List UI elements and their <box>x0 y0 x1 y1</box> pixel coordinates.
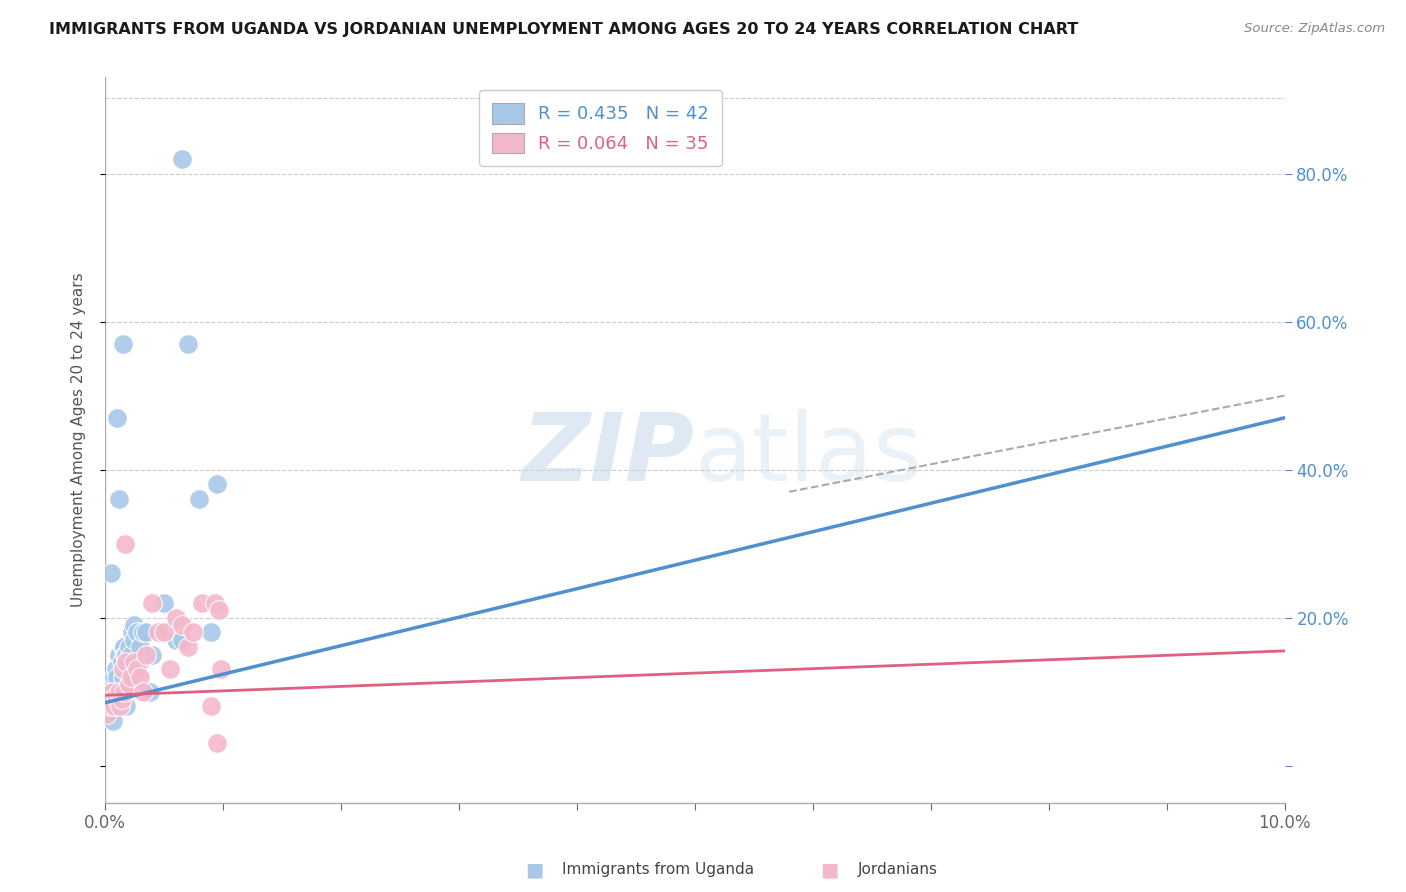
Point <box>125 625 148 640</box>
Point <box>104 662 127 676</box>
Point <box>135 648 157 662</box>
Point <box>103 714 125 729</box>
Point <box>183 625 205 640</box>
Point <box>146 625 169 640</box>
Point <box>139 684 162 698</box>
Y-axis label: Unemployment Among Ages 20 to 24 years: Unemployment Among Ages 20 to 24 years <box>72 273 86 607</box>
Point <box>129 655 152 669</box>
Point <box>110 699 132 714</box>
Point <box>204 596 226 610</box>
Point <box>105 670 128 684</box>
Point <box>103 699 125 714</box>
Point <box>108 648 131 662</box>
Point <box>132 684 155 698</box>
Point <box>190 596 212 610</box>
Point <box>105 692 128 706</box>
Point <box>117 640 139 655</box>
Point <box>103 684 125 698</box>
Point <box>96 706 118 721</box>
Point <box>115 655 138 669</box>
Text: ■: ■ <box>820 860 839 880</box>
Point <box>124 655 146 669</box>
Point <box>176 336 198 351</box>
Point <box>120 670 142 684</box>
Point <box>129 670 152 684</box>
Point <box>115 648 138 662</box>
Point <box>105 692 128 706</box>
Point <box>114 536 136 550</box>
Point <box>200 699 222 714</box>
Point <box>101 684 124 698</box>
Point <box>135 625 157 640</box>
Point <box>111 662 134 676</box>
Point <box>97 692 120 706</box>
Point <box>110 692 132 706</box>
Legend: R = 0.435   N = 42, R = 0.064   N = 35: R = 0.435 N = 42, R = 0.064 N = 35 <box>479 90 721 166</box>
Point <box>117 655 139 669</box>
Point <box>121 625 143 640</box>
Text: atlas: atlas <box>695 409 922 500</box>
Point <box>208 603 231 617</box>
Text: Immigrants from Uganda: Immigrants from Uganda <box>562 863 755 877</box>
Point <box>110 684 132 698</box>
Point <box>105 410 128 425</box>
Point <box>111 670 134 684</box>
Point <box>132 625 155 640</box>
Point <box>176 640 198 655</box>
Text: Source: ZipAtlas.com: Source: ZipAtlas.com <box>1244 22 1385 36</box>
Point <box>124 632 146 647</box>
Point <box>205 736 228 750</box>
Point <box>200 625 222 640</box>
Point <box>120 648 142 662</box>
Point <box>170 632 193 647</box>
Point <box>112 640 135 655</box>
Point <box>97 706 120 721</box>
Point <box>112 684 135 698</box>
Text: ■: ■ <box>524 860 544 880</box>
Point <box>100 566 122 581</box>
Point <box>114 648 136 662</box>
Point <box>124 618 146 632</box>
Point <box>170 618 193 632</box>
Point <box>117 677 139 691</box>
Point <box>110 655 132 669</box>
Point <box>115 699 138 714</box>
Text: Jordanians: Jordanians <box>858 863 938 877</box>
Point <box>100 699 122 714</box>
Point <box>100 699 122 714</box>
Point <box>170 152 193 166</box>
Point <box>98 692 121 706</box>
Point <box>103 692 125 706</box>
Point <box>101 684 124 698</box>
Point <box>209 662 232 676</box>
Point <box>129 640 152 655</box>
Point <box>111 640 134 655</box>
Point <box>103 670 125 684</box>
Point <box>96 699 118 714</box>
Point <box>188 492 211 507</box>
Point <box>108 692 131 706</box>
Point <box>159 662 181 676</box>
Text: IMMIGRANTS FROM UGANDA VS JORDANIAN UNEMPLOYMENT AMONG AGES 20 TO 24 YEARS CORRE: IMMIGRANTS FROM UGANDA VS JORDANIAN UNEM… <box>49 22 1078 37</box>
Text: ZIP: ZIP <box>522 409 695 500</box>
Point <box>108 684 131 698</box>
Point <box>125 662 148 676</box>
Point <box>108 492 131 507</box>
Point <box>141 596 163 610</box>
Point <box>153 625 176 640</box>
Point <box>141 648 163 662</box>
Point <box>153 596 176 610</box>
Point <box>165 610 187 624</box>
Point <box>205 477 228 491</box>
Point <box>165 632 187 647</box>
Point <box>111 336 134 351</box>
